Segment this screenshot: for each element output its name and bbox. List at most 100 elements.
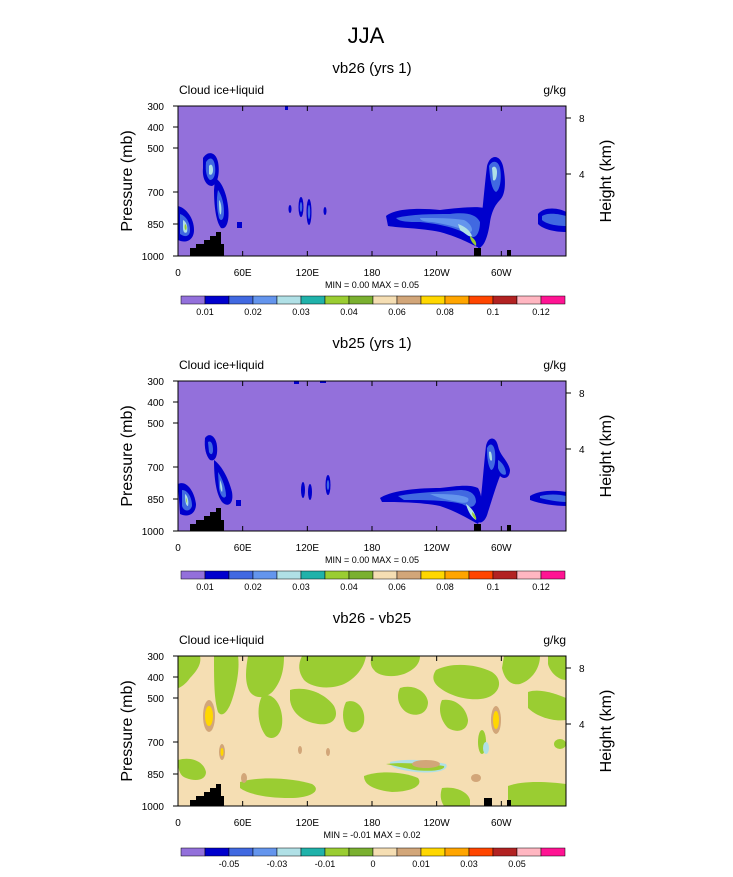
y-axis-label: Pressure (mb) [119, 680, 136, 781]
y-tick-label: 300 [147, 652, 164, 663]
colorbar: 0.01 0.02 0.03 0.04 0.06 0.08 0.1 0.12 [180, 570, 566, 592]
contour-cloud-120E [308, 484, 312, 500]
contour-cloud-70W [478, 438, 510, 523]
contour-stratus-pacific [398, 490, 476, 507]
y-tick-label: 400 [147, 673, 164, 684]
contour-cloud-100E [285, 106, 288, 110]
y2-tick-label: 4 [579, 720, 585, 731]
colorbar-swatch [348, 295, 374, 305]
colorbar-swatch [276, 570, 302, 580]
contour-negative [214, 656, 239, 715]
colorbar-swatch [372, 570, 398, 580]
colorbar-swatch [420, 570, 446, 580]
contour-cloud-40E [237, 222, 242, 228]
x-tick-label: 120E [296, 268, 320, 279]
colorbar-label: 0.03 [292, 582, 310, 592]
contour-negative [178, 656, 201, 688]
colorbar-label: 0.08 [436, 582, 454, 592]
contour-cloud-40E [236, 500, 241, 506]
y-tick-label: 1000 [142, 802, 165, 813]
land-mask [507, 800, 511, 806]
colorbar-label: 0.12 [532, 307, 550, 317]
y-tick-label: 700 [147, 188, 164, 199]
colorbar-swatch [204, 570, 230, 580]
contour-cloud-30E [209, 164, 213, 175]
colorbar-swatch [252, 295, 278, 305]
panel-title: vb26 - vb25 [333, 610, 411, 627]
colorbar-swatch [204, 847, 230, 857]
y2-tick-label: 8 [579, 389, 585, 400]
contour-field [178, 381, 566, 531]
colorbar-swatch [492, 570, 518, 580]
colorbar-swatch [396, 847, 422, 857]
contour-cloud-30W [542, 213, 566, 226]
colorbar-swatch [324, 570, 350, 580]
colorbar-swatch [180, 570, 206, 580]
contour-negative [343, 701, 365, 733]
colorbar-swatch [324, 847, 350, 857]
x-tick-label: 60E [234, 543, 252, 554]
contour-stratus-pacific [472, 512, 477, 520]
land-mask [507, 250, 511, 256]
panel-title: vb26 (yrs 1) [332, 60, 411, 77]
contour-cloud-0-20E [186, 498, 187, 503]
figure-title: JJA [348, 23, 385, 48]
contour-cloud-70W [489, 451, 492, 461]
units-label: g/kg [543, 358, 566, 372]
contour-cloud-100E [288, 205, 292, 213]
x-tick-label: 0 [175, 818, 181, 829]
contour-cloud-30E [208, 441, 213, 455]
colorbar-swatch [204, 295, 230, 305]
y-tick-label: 850 [147, 220, 164, 231]
colorbar-label: 0.01 [412, 859, 430, 869]
contour-cloud-70W [492, 166, 497, 181]
x-tick-label: 120E [296, 543, 320, 554]
colorbar-swatch [540, 295, 566, 305]
contour-negative [370, 656, 420, 677]
colorbar-swatch [348, 570, 374, 580]
colorbar-label: 0.1 [487, 582, 500, 592]
contour-negative [440, 699, 468, 731]
contour-positive [205, 706, 213, 726]
x-tick-label: 180 [364, 543, 381, 554]
colorbar-label: 0.02 [244, 307, 262, 317]
y2-tick-label: 4 [579, 170, 585, 181]
x-tick-label: 60E [234, 268, 252, 279]
land-mask [474, 524, 481, 531]
x-tick-label: 120W [424, 543, 451, 554]
y-tick-label: 1000 [142, 252, 165, 263]
x-tick-label: 60W [491, 543, 512, 554]
colorbar-swatch [228, 295, 254, 305]
contour-cloud-30W [540, 494, 566, 502]
contour-negative [246, 656, 284, 698]
min-max-label: MIN = 0.00 MAX = 0.05 [325, 280, 419, 290]
colorbar-swatch [180, 295, 206, 305]
y-tick-label: 300 [147, 377, 164, 388]
colorbar-swatch [444, 295, 470, 305]
contour-field [178, 656, 566, 806]
contour-negative [290, 688, 337, 725]
x-tick-label: 120W [424, 268, 451, 279]
contour-negative [398, 686, 428, 715]
x-tick-label: 60E [234, 818, 252, 829]
y-tick-label: 500 [147, 694, 164, 705]
contour-stratus-pacific [430, 494, 469, 503]
contour-cloud-0-20E [184, 224, 187, 230]
colorbar-swatch [540, 570, 566, 580]
colorbar-swatch [396, 295, 422, 305]
colorbar-swatch [444, 847, 470, 857]
land-mask [190, 232, 224, 256]
y-tick-label: 700 [147, 738, 164, 749]
colorbar-label: 0.03 [292, 307, 310, 317]
colorbar-swatch [516, 847, 542, 857]
colorbar-swatch [252, 847, 278, 857]
contour-positive [493, 711, 499, 729]
contour-positive [298, 746, 302, 754]
colorbar-swatch [180, 847, 206, 857]
contour-stratus-pacific [420, 218, 472, 232]
y-tick-label: 500 [147, 144, 164, 155]
axis-ticks: 0 60E 120E 180 120W 60W 300 400 500 700 850 1000 8 4 [142, 652, 585, 829]
contour-stratus-pacific [470, 236, 477, 246]
colorbar-swatch [492, 847, 518, 857]
